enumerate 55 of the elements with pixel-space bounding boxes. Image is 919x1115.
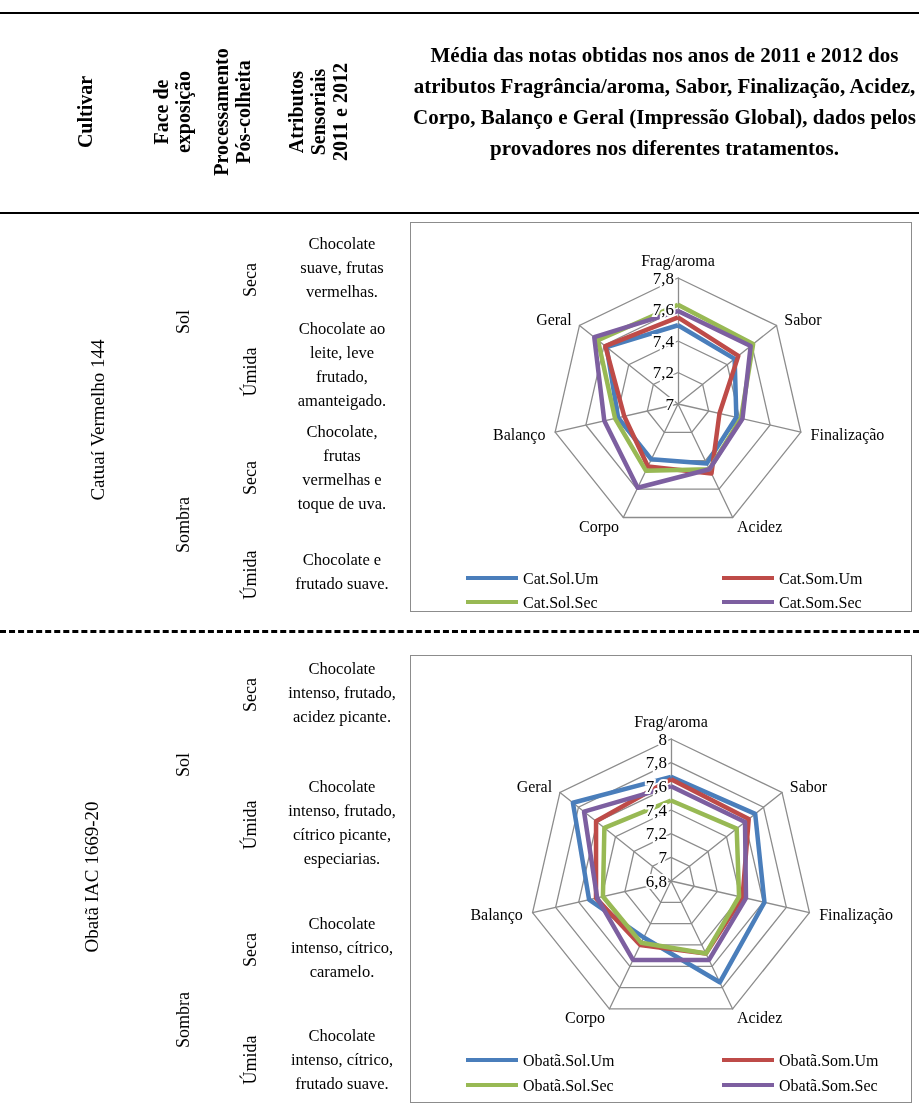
y-tick-label: 7,2 [652,363,674,382]
text: Seca [239,461,261,495]
spoke-label: Acidez [736,1009,783,1027]
text: Úmida [239,800,261,850]
text: Face de exposição [150,70,194,154]
legend-label: Obatã.Som.Sec [779,1076,878,1094]
spoke-label: Corpo [578,518,619,537]
spoke-label: Sabor [784,310,823,328]
text: Cultivar [74,75,96,149]
legend-label: Cat.Sol.Um [523,569,600,587]
spoke-label: Geral [536,310,573,328]
y-tick-label: 6,8 [645,871,667,891]
text: Seca [239,678,261,712]
spoke-label: Finalização [810,425,885,444]
y-tick-label: 7,4 [652,331,675,351]
text: Chocolate intenso, frutado, acidez picante. [288,658,396,728]
text: Chocolate intenso, cítrico, frutado suave. [289,1025,395,1095]
legend-label: Cat.Som.Sec [779,593,862,611]
legend-label: Obatã.Sol.Sec [523,1076,614,1094]
text: Obatã IAC 1669-20 [81,801,103,953]
text: Úmida [239,550,261,600]
text: Úmida [239,347,261,397]
spoke-label: Geral [516,777,553,795]
text: Úmida [239,1035,261,1085]
text: Seca [239,263,261,297]
spoke-label: Finalização [819,906,893,925]
spoke-label: Frag/aroma [634,712,708,731]
legend-label: Obatã.Sol.Um [523,1051,616,1069]
y-tick-label: 7 [658,847,668,867]
text: Chocolate intenso, frutado, cítrico picante, especiarias. [288,776,396,870]
text: Chocolate suave, frutas vermelhas. [299,233,385,303]
y-tick-label: 7,8 [645,753,667,773]
text: Catuaí Vermelho 144 [87,339,109,501]
spoke-label: Balanço [492,425,546,444]
text: Sombra [172,497,194,553]
legend-label: Cat.Sol.Sec [523,593,598,611]
spoke-label: Acidez [737,518,783,536]
legend-label: Cat.Som.Um [779,569,864,587]
y-tick-label: 7 [665,394,675,414]
spoke-label: Frag/aroma [641,251,715,270]
text: Sombra [172,992,194,1048]
spoke-label: Balanço [470,906,523,925]
text: Média das notas obtidas nos anos de 2011 e 2012 dos atributos Fragrância/aroma, Sabor, Finalização, Acidez, Corpo, Balanço e Geral (Impressão Global), dados pelos provadores nos diferentes tratamentos. [411,42,917,162]
text: Chocolate, frutas vermelhas e toque de uva. [296,421,388,515]
text: Chocolate ao leite, leve frutado, amanteigado. [296,318,388,412]
legend-label: Obatã.Som.Um [779,1051,880,1069]
text: Seca [239,933,261,967]
spoke-label: Sabor [789,777,828,795]
text: Sol [172,309,194,335]
y-tick-label: 7,2 [645,824,667,844]
spoke-label: Corpo [565,1009,606,1028]
text: Sol [172,752,194,778]
text: Chocolate intenso, cítrico, caramelo. [289,913,395,983]
text: Chocolate e frutado suave. [294,549,390,595]
text: Atributos Sensoriais 2011 e 2012 [285,63,351,161]
